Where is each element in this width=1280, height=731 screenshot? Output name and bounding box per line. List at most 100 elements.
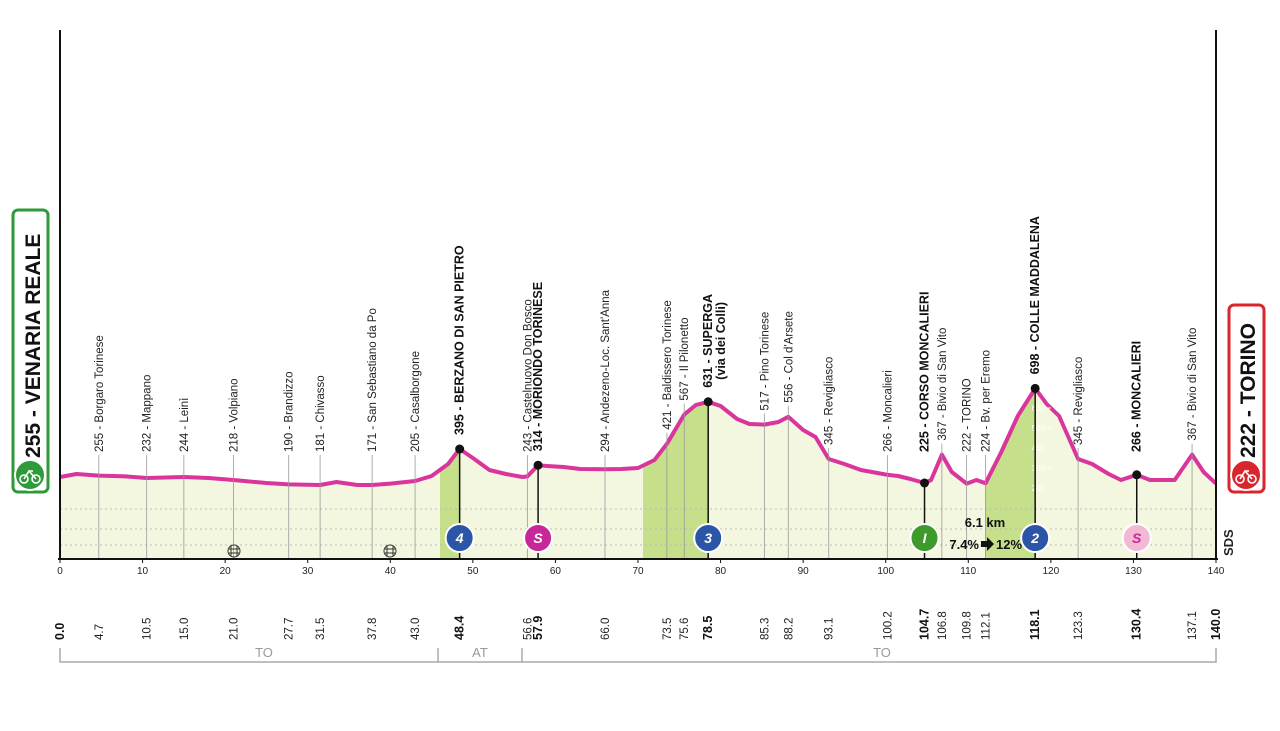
waypoint-label: 205 - Casalborgone <box>410 351 422 452</box>
waypoint-label: 225 - CORSO MONCALIERI <box>918 292 932 452</box>
waypoint-dot <box>1030 383 1040 393</box>
km-label: 31.5 <box>315 618 327 640</box>
km-label: 85.3 <box>759 618 771 640</box>
badge-label: I <box>923 530 928 546</box>
waypoint-dot <box>920 478 930 488</box>
waypoint-label: 367 - Bivio di San Vito <box>1187 328 1199 441</box>
km-label: 66.0 <box>600 618 612 640</box>
waypoint-label: 222 - TORINO <box>962 378 974 452</box>
waypoint-label: 232 - Mappano <box>142 375 154 452</box>
y-tick-label: 400 <box>1032 444 1046 453</box>
x-tick-label: 10 <box>137 566 149 577</box>
waypoint-label: 171 - San Sebastiano da Po <box>367 308 379 452</box>
y-tick-label: 300 <box>1032 464 1046 473</box>
km-label: 56.6 <box>522 618 534 640</box>
bike-icon <box>1235 469 1257 484</box>
waypoint-label: 421 - Baldissero Torinese <box>662 300 674 430</box>
waypoint-label: 345 - Revigliasco <box>824 357 836 445</box>
x-tick-label: 130 <box>1125 566 1142 577</box>
badge-label: 2 <box>1030 530 1039 546</box>
waypoint-label: 255 - Borgaro Torinese <box>94 335 106 452</box>
x-tick-label: 50 <box>467 566 479 577</box>
km-label: 123.3 <box>1073 611 1085 640</box>
waypoint-dot <box>455 444 465 454</box>
badge <box>444 523 475 553</box>
waypoint-label: 266 - MONCALIERI <box>1130 341 1144 452</box>
km-label: 27.7 <box>284 618 296 640</box>
x-tick-label: 40 <box>385 566 397 577</box>
km-label: 48.4 <box>453 616 467 640</box>
start-label: 255 - VENARIA REALE <box>22 234 45 458</box>
x-tick-label: 80 <box>715 566 727 577</box>
x-tick-label: 30 <box>302 566 314 577</box>
x-tick-label: 60 <box>550 566 562 577</box>
gradient-arrow <box>981 537 994 551</box>
badge <box>1121 523 1152 553</box>
waypoint-label: 631 - SUPERGA <box>701 294 715 388</box>
waypoint-label: 244 - Leinì <box>179 398 191 452</box>
km-label: 104.7 <box>918 609 932 640</box>
badge-label: 4 <box>455 530 464 546</box>
km-label: 112.1 <box>981 612 993 640</box>
km-label: 118.1 <box>1028 609 1042 640</box>
badge-label: S <box>533 530 543 546</box>
waypoint-label: 314 - MORIONDO TORINESE <box>531 282 545 451</box>
x-tick-label: 100 <box>877 566 894 577</box>
waypoint-label: 181 - Chivasso <box>315 375 327 452</box>
km-label: 4.7 <box>94 624 106 640</box>
waypoint-dot <box>703 397 713 407</box>
waypoint-note: (via dei Colli) <box>714 302 728 380</box>
x-tick-label: 140 <box>1208 566 1225 577</box>
start-box <box>11 208 50 494</box>
km-label: 100.2 <box>882 611 894 640</box>
finish-label: 222 - TORINO <box>1237 323 1260 458</box>
km-label: 73.5 <box>662 618 674 640</box>
badge <box>523 523 554 553</box>
waypoint-label: 367 - Bivio di San Vito <box>937 328 949 441</box>
finish-icon <box>1230 459 1262 491</box>
labels-layer: 200 300 400 500 600 0 10 20 30 40 50 60 70 80 90 100 110… <box>53 216 1225 640</box>
km-label: 106.8 <box>937 611 949 640</box>
start-icon <box>14 459 46 491</box>
x-tick-label: 20 <box>220 566 232 577</box>
km-label: 37.8 <box>367 618 379 640</box>
waypoint-label: 243 - Castelnuovo Don Bosco <box>522 299 534 452</box>
province-label: TO <box>873 645 891 660</box>
x-tick-label: 0 <box>57 566 63 577</box>
y-tick-label: 500 <box>1032 424 1046 433</box>
km-label: 130.4 <box>1130 609 1144 640</box>
km-label: 75.6 <box>679 618 691 640</box>
finish-box <box>1227 303 1266 494</box>
km-label: 57.9 <box>531 616 545 640</box>
km-label: 43.0 <box>410 618 422 640</box>
km-label: 88.2 <box>783 618 795 640</box>
climb-shade <box>643 388 709 558</box>
km-label: 0.0 <box>53 623 67 640</box>
km-label: 78.5 <box>701 616 715 640</box>
waypoint-label: 218 - Volpiano <box>228 378 240 452</box>
km-label: 21.0 <box>228 618 240 640</box>
waypoint-label: 345 - Revigliasco <box>1073 357 1085 445</box>
province-label: AT <box>472 645 488 660</box>
rail-icon <box>227 544 397 558</box>
climb-gradient: 7.4% <box>949 537 979 552</box>
km-label: 137.1 <box>1187 611 1199 640</box>
y-tick-label: 600 <box>1032 404 1046 413</box>
badge <box>693 523 724 553</box>
x-tick-label: 110 <box>960 566 976 577</box>
waypoint-label: 294 - Andezeno-Loc. Sant'Anna <box>600 289 612 452</box>
waypoint-dot <box>533 460 543 470</box>
logo: SDS <box>1221 529 1236 556</box>
km-label: 10.5 <box>142 618 154 640</box>
waypoint-label: 556 - Col d'Arsete <box>783 311 795 403</box>
waypoint-label: 224 - Bv. per Eremo <box>981 350 993 452</box>
waypoint-dot <box>1132 470 1142 480</box>
x-tick-label: 90 <box>798 566 810 577</box>
province-label: TO <box>255 645 273 660</box>
waypoint-label: 190 - Brandizzo <box>284 371 296 452</box>
climb-gradient: 12% <box>996 537 1022 552</box>
climb-length: 6.1 km <box>965 515 1005 530</box>
badge <box>1020 523 1051 553</box>
x-tick-label: 70 <box>632 566 644 577</box>
